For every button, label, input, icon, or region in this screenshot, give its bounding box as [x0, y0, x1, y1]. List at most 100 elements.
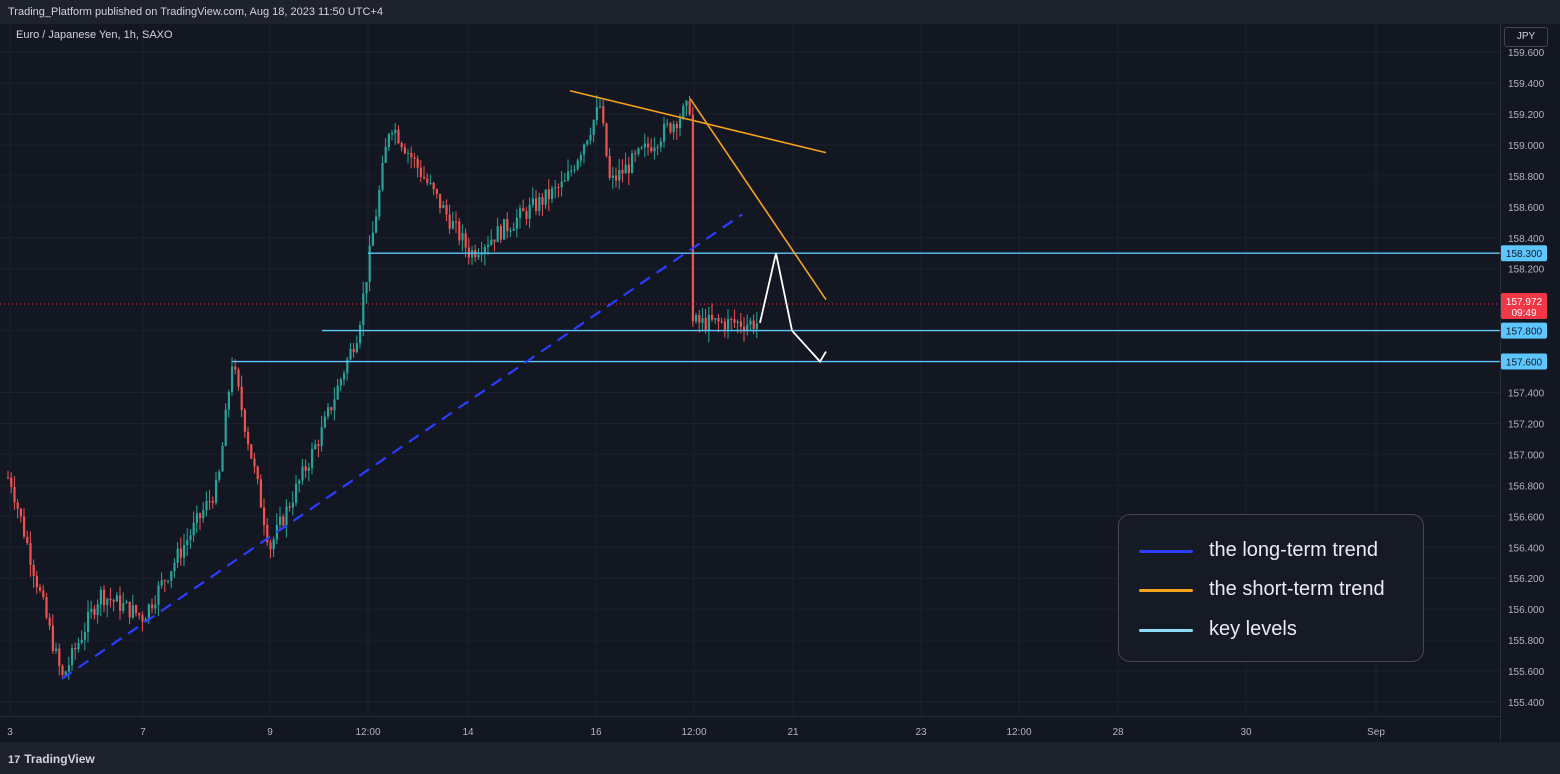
candle-body	[58, 648, 61, 667]
candle-body	[378, 189, 381, 217]
candle-body	[19, 508, 22, 517]
candle-body	[743, 326, 746, 331]
candle-body	[51, 625, 54, 652]
candle-body	[231, 366, 234, 392]
candle-body	[522, 208, 525, 212]
candle-body	[167, 580, 170, 582]
time-axis[interactable]	[0, 716, 1500, 743]
currency-button[interactable]: JPY	[1504, 27, 1548, 47]
x-tick-label: 7	[140, 727, 146, 738]
legend-item-long-term: the long-term trend	[1139, 539, 1419, 563]
candle-body	[375, 216, 378, 233]
candle-body	[685, 100, 688, 106]
candle-body	[243, 410, 246, 432]
y-tick-label: 156.200	[1508, 574, 1545, 585]
candle-body	[656, 146, 659, 148]
candle-body	[525, 211, 528, 219]
projection-path	[759, 253, 821, 363]
key-level-tag-text: 157.800	[1506, 327, 1543, 338]
candle-body	[39, 587, 42, 591]
candle-body	[269, 542, 272, 550]
candle-body	[131, 605, 134, 618]
candle-body	[464, 233, 467, 248]
candle-body	[176, 548, 179, 563]
candle-body	[493, 239, 496, 243]
legend-label-short-term: the short-term trend	[1209, 578, 1385, 600]
candle-body	[227, 391, 230, 410]
candle-body	[611, 175, 614, 178]
candle-body	[170, 571, 173, 581]
candle-body	[256, 466, 259, 480]
candle-body	[560, 181, 563, 188]
candle-body	[205, 501, 208, 511]
y-tick-label: 157.400	[1508, 389, 1545, 400]
candle-body	[723, 321, 726, 330]
candle-body	[515, 217, 518, 229]
price-axis[interactable]	[1500, 24, 1560, 740]
candle-body	[698, 315, 701, 323]
candle-body	[253, 458, 256, 467]
candle-body	[682, 105, 685, 119]
key-level-tag	[1501, 245, 1547, 262]
candle-body	[240, 386, 243, 411]
y-tick-label: 159.600	[1508, 48, 1545, 59]
legend-label-key-levels: key levels	[1209, 618, 1297, 640]
candle-body	[80, 639, 83, 643]
candle-body	[637, 148, 640, 154]
candle-body	[224, 409, 227, 446]
candle-body	[307, 467, 310, 471]
candle-body	[426, 178, 429, 183]
candle-body	[352, 348, 355, 353]
last-price-tag	[1501, 292, 1547, 319]
candle-body	[272, 539, 275, 550]
candle-body	[672, 123, 675, 133]
candle-body	[640, 147, 643, 149]
candle-body	[451, 221, 454, 229]
tradingview-logo[interactable]: 17 TradingView	[8, 752, 95, 766]
candle-body	[317, 444, 320, 446]
candle-body	[487, 244, 490, 248]
candle-body	[96, 604, 99, 616]
x-tick-label: 12:00	[681, 727, 706, 738]
legend-swatch-short-term	[1139, 589, 1193, 592]
candle-body	[247, 431, 250, 445]
candle-body	[467, 247, 470, 258]
y-tick-label: 156.400	[1508, 543, 1545, 554]
candle-body	[135, 605, 138, 614]
candle-body	[368, 245, 371, 282]
candle-body	[711, 314, 714, 320]
candle-body	[291, 502, 294, 508]
candle-body	[288, 506, 291, 508]
candle-body	[138, 613, 141, 616]
candle-body	[29, 543, 32, 565]
candle-body	[173, 562, 176, 572]
candle-body	[23, 516, 26, 537]
x-tick-label: 3	[7, 727, 13, 738]
candle-body	[122, 603, 125, 611]
key-level-tag	[1501, 353, 1547, 370]
candle-body	[394, 129, 397, 134]
candle-body	[746, 324, 749, 331]
candle-body	[563, 180, 566, 182]
candle-body	[643, 143, 646, 148]
candle-body	[93, 608, 96, 616]
candle-body	[381, 162, 384, 190]
candle-body	[77, 642, 80, 650]
candle-body	[183, 545, 186, 558]
y-tick-label: 158.600	[1508, 203, 1545, 214]
candle-body	[400, 143, 403, 148]
candle-body	[720, 321, 723, 323]
candle-body	[480, 253, 483, 255]
candle-body	[615, 175, 618, 181]
candle-body	[202, 510, 205, 519]
candle-body	[151, 604, 154, 609]
y-tick-label: 158.800	[1508, 172, 1545, 183]
candle-body	[445, 204, 448, 215]
candle-body	[346, 359, 349, 374]
legend-label-long-term: the long-term trend	[1209, 539, 1378, 561]
y-tick-label: 159.400	[1508, 79, 1545, 90]
candle-body	[263, 507, 266, 525]
candle-body	[71, 647, 74, 666]
candle-body	[311, 448, 314, 468]
candle-body	[535, 198, 538, 211]
